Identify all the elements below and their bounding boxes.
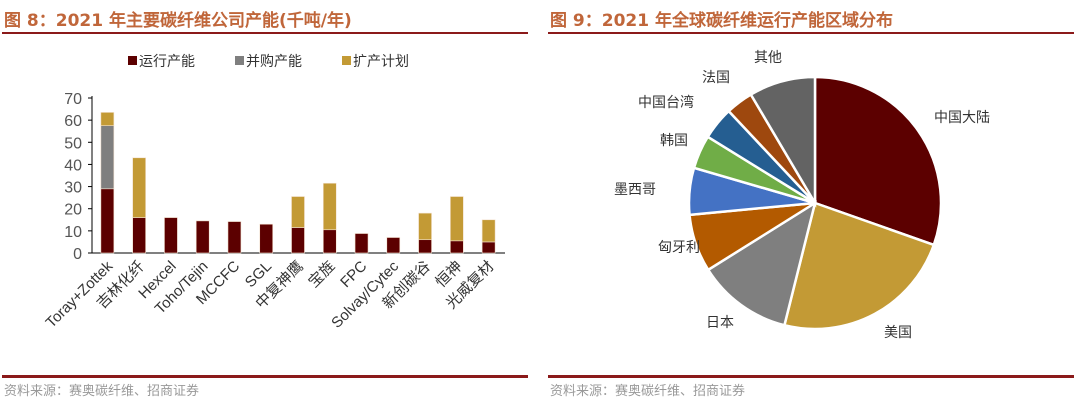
legend-label-1: 并购产能: [246, 53, 302, 69]
y-tick-label: 60: [64, 113, 82, 130]
bar-0-2: [164, 217, 178, 254]
pie-label-2: 日本: [706, 315, 734, 331]
bar-0-4: [227, 221, 242, 254]
bar-2-12: [481, 219, 496, 243]
bar-2-6: [291, 196, 305, 228]
pie-label-6: 中国台湾: [638, 94, 694, 111]
x-tick-label: 宝旌: [305, 258, 338, 291]
pie-label-3: 匈牙利: [658, 240, 700, 256]
right-title-divider: [548, 32, 1074, 34]
bar-1-0: [100, 125, 115, 190]
pie-slice-2: [706, 200, 817, 327]
left-footer-divider: [2, 375, 528, 378]
legend-label-2: 扩产计划: [353, 53, 409, 69]
right-source: 资料来源：赛奥碳纤维、招商证券: [550, 384, 746, 399]
left-source: 资料来源：赛奥碳纤维、招商证券: [4, 384, 200, 399]
bar-0-6: [291, 227, 305, 254]
pie-label-7: 法国: [702, 70, 730, 86]
pie-label-8: 其他: [754, 50, 782, 66]
bar-0-12: [481, 241, 496, 254]
bar-0-11: [450, 240, 464, 254]
y-tick-label: 20: [64, 202, 82, 219]
pie-slice-1: [782, 201, 936, 331]
pie-slice-0: [813, 75, 943, 247]
bar-0-1: [132, 217, 146, 254]
right-title: 图 9：2021 年全球碳纤维运行产能区域分布: [550, 11, 893, 31]
left-title: 图 8：2021 年主要碳纤维公司产能(千吨/年): [4, 11, 352, 31]
bar-0-9: [386, 237, 401, 254]
legend-label-0: 运行产能: [139, 53, 195, 69]
y-tick-label: 30: [64, 180, 82, 197]
y-tick-label: 0: [73, 246, 82, 263]
bar-0-0: [100, 188, 115, 254]
y-tick-label: 70: [64, 91, 82, 108]
legend-swatch-2: [342, 56, 351, 65]
bar-2-0: [100, 112, 115, 126]
legend-swatch-1: [235, 56, 244, 65]
pie-label-4: 墨西哥: [614, 182, 656, 198]
bar-0-7: [322, 229, 337, 254]
bar-chart: 运行产能 并购产能 扩产计划010203040506070Toray+Zottek吉…: [43, 53, 505, 332]
pie-label-5: 韩国: [660, 133, 688, 149]
bar-2-7: [322, 182, 337, 231]
legend-swatch-0: [128, 56, 137, 65]
left-panel: 图 8：2021 年主要碳纤维公司产能(千吨/年) 运行产能 并购产能 扩产计划 0 1…: [0, 0, 528, 406]
bar-2-11: [450, 196, 464, 242]
left-title-divider: [2, 32, 528, 34]
pie-label-0: 中国大陆: [934, 110, 990, 126]
right-panel: 图 9：2021 年全球碳纤维运行产能区域分布 中国大陆美国 日本 匈牙利 墨西哥 韩国…: [546, 0, 1074, 406]
pie-label-1: 美国: [884, 325, 912, 341]
bar-2-10: [418, 212, 432, 241]
bar-0-10: [418, 239, 432, 254]
pie-slice-8: [749, 75, 817, 208]
right-footer-divider: [548, 375, 1074, 378]
bar-0-8: [354, 233, 369, 254]
bar-0-5: [259, 223, 274, 254]
y-tick-label: 10: [64, 224, 82, 241]
bar-2-1: [132, 157, 146, 218]
bar-0-3: [195, 220, 210, 254]
y-tick-label: 50: [64, 135, 82, 152]
y-tick-label: 40: [64, 157, 82, 174]
